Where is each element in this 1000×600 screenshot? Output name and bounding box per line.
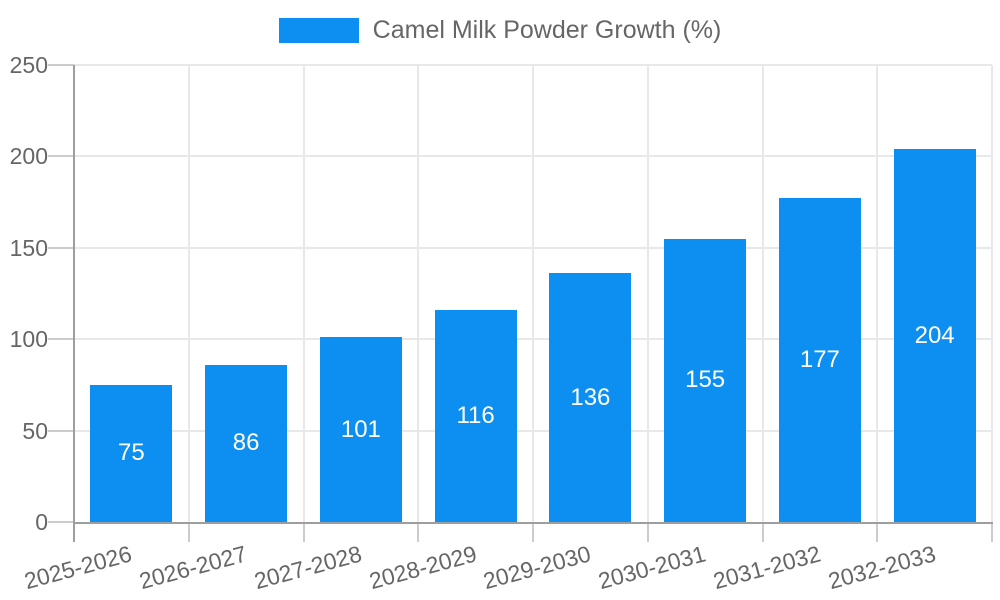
bar[interactable]: 101 bbox=[319, 337, 402, 522]
bar[interactable]: 204 bbox=[893, 149, 976, 522]
bar[interactable]: 136 bbox=[549, 273, 632, 522]
x-tick-mark bbox=[761, 522, 764, 542]
y-tick-label: 0 bbox=[35, 509, 48, 535]
bar[interactable]: 75 bbox=[90, 384, 173, 522]
bar-value-label: 155 bbox=[685, 366, 726, 394]
x-tick-label: 2025-2026 bbox=[21, 540, 135, 595]
gridline-vertical bbox=[991, 65, 993, 522]
bar-value-label: 75 bbox=[118, 439, 145, 467]
bar[interactable]: 155 bbox=[664, 238, 747, 522]
x-tick-mark bbox=[73, 522, 75, 542]
legend-entry[interactable]: Camel Milk Powder Growth (%) bbox=[0, 17, 1000, 44]
x-tick-mark bbox=[187, 522, 190, 542]
x-tick-label: 2031-2032 bbox=[710, 540, 824, 595]
bar-value-label: 204 bbox=[914, 321, 955, 349]
bar-value-label: 177 bbox=[799, 346, 840, 374]
y-tick-label: 200 bbox=[9, 143, 48, 170]
x-tick-label: 2029-2030 bbox=[480, 540, 594, 595]
legend-label: Camel Milk Powder Growth (%) bbox=[372, 16, 722, 44]
bar-value-label: 101 bbox=[340, 415, 381, 443]
y-tick-label: 150 bbox=[9, 234, 48, 261]
gridline-vertical bbox=[876, 65, 879, 522]
x-tick-label: 2030-2031 bbox=[595, 540, 709, 595]
legend-swatch bbox=[278, 18, 359, 43]
gridline-vertical bbox=[532, 65, 534, 522]
gridline-vertical bbox=[302, 65, 305, 522]
gridline-vertical bbox=[187, 65, 190, 522]
bar[interactable]: 177 bbox=[778, 198, 861, 522]
gridline-vertical bbox=[761, 65, 764, 522]
x-tick-mark bbox=[302, 522, 305, 542]
y-tick-mark bbox=[48, 521, 74, 523]
x-tick-label: 2028-2029 bbox=[366, 540, 479, 595]
x-tick-mark bbox=[646, 522, 649, 542]
bar-value-label: 116 bbox=[456, 401, 495, 429]
y-tick-mark bbox=[48, 429, 74, 432]
x-tick-label: 2026-2027 bbox=[136, 540, 250, 595]
gridline-vertical bbox=[417, 65, 420, 522]
y-axis-line bbox=[73, 65, 75, 524]
x-tick-mark bbox=[532, 522, 534, 542]
y-tick-mark bbox=[48, 155, 74, 158]
gridline-vertical bbox=[646, 65, 649, 522]
y-tick-mark bbox=[48, 246, 74, 249]
bar-value-label: 86 bbox=[232, 429, 260, 457]
bar-value-label: 136 bbox=[570, 383, 611, 411]
x-axis-line bbox=[73, 522, 993, 524]
bar[interactable]: 86 bbox=[205, 364, 288, 522]
x-tick-label: 2027-2028 bbox=[251, 540, 365, 595]
y-tick-label: 50 bbox=[22, 417, 48, 444]
y-tick-label: 100 bbox=[9, 326, 48, 353]
x-tick-label: 2032-2033 bbox=[825, 540, 938, 595]
y-tick-mark bbox=[48, 64, 74, 66]
y-tick-label: 250 bbox=[9, 52, 48, 78]
bar[interactable]: 116 bbox=[434, 309, 517, 522]
x-tick-mark bbox=[876, 522, 879, 542]
x-tick-mark bbox=[991, 522, 993, 542]
x-tick-mark bbox=[417, 522, 420, 542]
y-tick-mark bbox=[48, 338, 74, 341]
